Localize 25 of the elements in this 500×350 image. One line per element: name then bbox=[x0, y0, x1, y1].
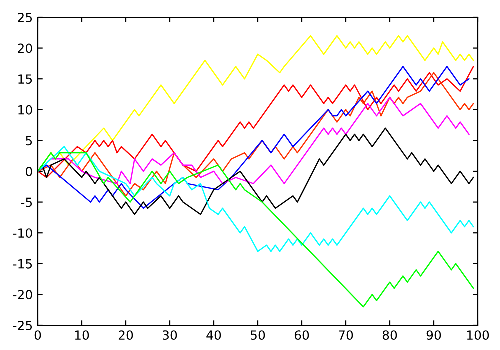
x-tick-label: 40 bbox=[206, 330, 222, 340]
y-tick-label: 0 bbox=[26, 166, 32, 176]
y-tick-label: -15 bbox=[13, 260, 32, 269]
y-tick-label: -25 bbox=[13, 320, 32, 330]
y-tick-label: 10 bbox=[18, 105, 32, 115]
x-tick-label: 70 bbox=[339, 330, 354, 340]
y-tick-label: 15 bbox=[18, 74, 32, 84]
y-tick-label: 25 bbox=[18, 12, 32, 22]
y-tick-label: -20 bbox=[13, 290, 32, 300]
x-tick-label: 60 bbox=[294, 330, 310, 340]
line-series bbox=[38, 146, 474, 252]
x-tick-label: 80 bbox=[382, 330, 398, 340]
x-tick-label: 50 bbox=[251, 330, 266, 340]
y-tick-label: -5 bbox=[21, 198, 32, 208]
y-tick-label: 5 bbox=[26, 136, 32, 146]
line-series bbox=[38, 66, 474, 178]
x-tick-label: 10 bbox=[75, 330, 90, 340]
x-tick-label: 100 bbox=[467, 330, 490, 340]
line-series bbox=[38, 152, 474, 308]
x-tick-label: 30 bbox=[163, 330, 178, 340]
x-tick-label: 90 bbox=[426, 330, 442, 340]
y-tick-label: -10 bbox=[13, 228, 32, 238]
y-tick-label: 20 bbox=[18, 44, 32, 54]
x-tick-label: 0 bbox=[34, 330, 42, 340]
x-tick-label: 20 bbox=[118, 330, 134, 340]
